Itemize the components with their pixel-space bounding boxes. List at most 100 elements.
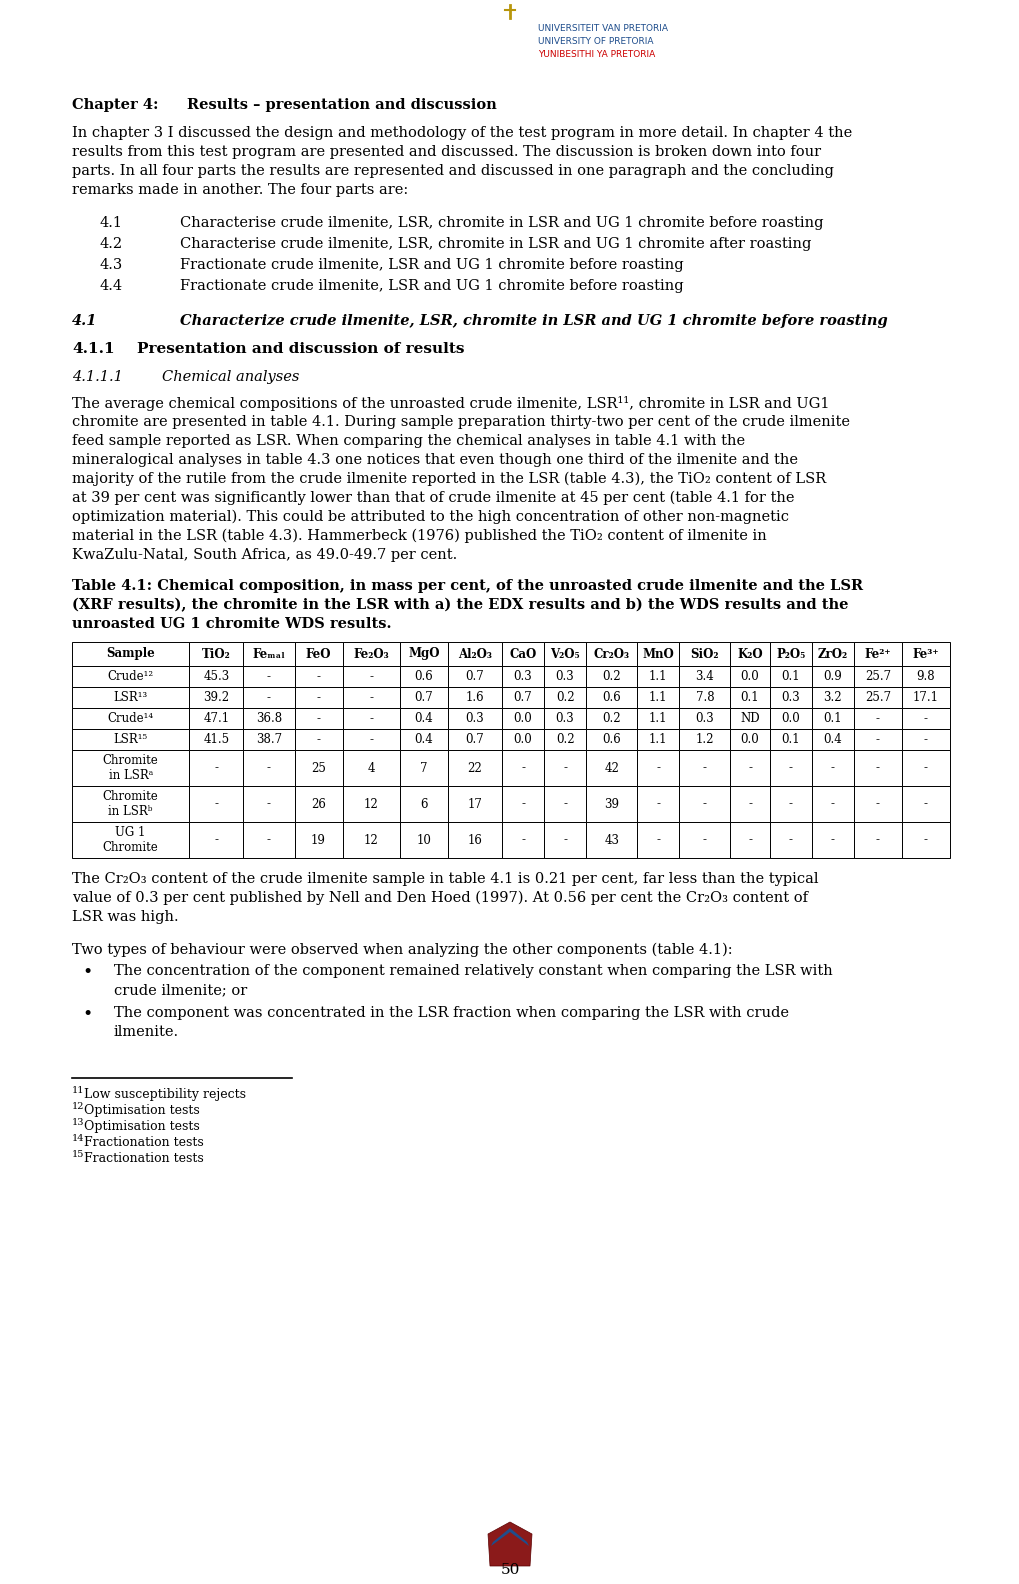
- Bar: [586, 786, 637, 822]
- Text: Sample: Sample: [106, 648, 155, 661]
- Bar: [901, 665, 949, 687]
- Text: Characterise crude ilmenite, LSR, chromite in LSR and UG 1 chromite before roast: Characterise crude ilmenite, LSR, chromi…: [179, 215, 822, 230]
- Text: -: -: [875, 762, 879, 775]
- Bar: [543, 708, 586, 729]
- Text: 12: 12: [364, 797, 378, 811]
- Text: Fractionation tests: Fractionation tests: [84, 1152, 204, 1164]
- Text: -: -: [747, 797, 751, 811]
- Text: Cr₂O₃: Cr₂O₃: [593, 648, 629, 661]
- Text: -: -: [369, 691, 373, 703]
- Text: Characterise crude ilmenite, LSR, chromite in LSR and UG 1 chromite after roasti: Characterise crude ilmenite, LSR, chromi…: [179, 238, 810, 250]
- Text: -: -: [829, 797, 834, 811]
- Bar: [679, 708, 730, 729]
- Text: (XRF results), the chromite in the LSR with a) the EDX results and b) the WDS re: (XRF results), the chromite in the LSR w…: [72, 599, 848, 611]
- Text: 4.1: 4.1: [72, 314, 97, 328]
- Bar: [768, 642, 811, 665]
- Bar: [637, 687, 679, 708]
- Text: -: -: [829, 762, 834, 775]
- Bar: [501, 642, 543, 665]
- Text: UNIVERSITY OF PRETORIA: UNIVERSITY OF PRETORIA: [537, 36, 653, 46]
- Bar: [543, 729, 586, 749]
- Text: Fractionate crude ilmenite, LSR and UG 1 chromite before roasting: Fractionate crude ilmenite, LSR and UG 1…: [179, 258, 683, 272]
- Text: -: -: [214, 833, 218, 846]
- Text: 38.7: 38.7: [256, 733, 281, 746]
- Bar: [730, 822, 768, 859]
- Text: SiO₂: SiO₂: [690, 648, 718, 661]
- Text: ilmenite.: ilmenite.: [114, 1025, 179, 1039]
- Text: remarks made in another. The four parts are:: remarks made in another. The four parts …: [72, 184, 408, 196]
- Text: 10: 10: [416, 833, 431, 846]
- Text: -: -: [923, 762, 927, 775]
- Bar: [501, 708, 543, 729]
- Text: -: -: [521, 762, 525, 775]
- Bar: [730, 708, 768, 729]
- Bar: [294, 642, 342, 665]
- Text: -: -: [316, 711, 320, 725]
- Bar: [543, 665, 586, 687]
- Text: mineralogical analyses in table 4.3 one notices that even though one third of th: mineralogical analyses in table 4.3 one …: [72, 453, 797, 467]
- Text: -: -: [923, 711, 927, 725]
- Text: -: -: [562, 797, 567, 811]
- Bar: [853, 729, 901, 749]
- Text: 45.3: 45.3: [203, 670, 229, 683]
- Text: UG 1
Chromite: UG 1 Chromite: [103, 825, 158, 854]
- Text: 39.2: 39.2: [203, 691, 229, 703]
- Bar: [342, 822, 399, 859]
- Bar: [501, 749, 543, 786]
- Bar: [586, 642, 637, 665]
- Text: 0.3: 0.3: [695, 711, 713, 725]
- Text: The concentration of the component remained relatively constant when comparing t: The concentration of the component remai…: [114, 965, 832, 977]
- Bar: [586, 708, 637, 729]
- Bar: [399, 786, 447, 822]
- Bar: [637, 642, 679, 665]
- Text: 0.7: 0.7: [414, 691, 433, 703]
- Bar: [342, 642, 399, 665]
- Text: 1.1: 1.1: [648, 733, 666, 746]
- Bar: [190, 665, 244, 687]
- Text: majority of the rutile from the crude ilmenite reported in the LSR (table 4.3), : majority of the rutile from the crude il…: [72, 472, 825, 486]
- Bar: [342, 786, 399, 822]
- Text: 4: 4: [367, 762, 375, 775]
- Text: -: -: [747, 833, 751, 846]
- Text: 3.4: 3.4: [695, 670, 713, 683]
- Bar: [637, 708, 679, 729]
- Bar: [399, 687, 447, 708]
- Bar: [853, 749, 901, 786]
- Bar: [447, 749, 501, 786]
- Text: 4.1.1: 4.1.1: [72, 342, 114, 356]
- Bar: [730, 642, 768, 665]
- Bar: [811, 786, 853, 822]
- Bar: [811, 665, 853, 687]
- Text: -: -: [655, 797, 659, 811]
- Bar: [637, 786, 679, 822]
- Text: •: •: [82, 1006, 92, 1023]
- Text: -: -: [369, 711, 373, 725]
- Text: -: -: [702, 833, 706, 846]
- Text: parts. In all four parts the results are represented and discussed in one paragr: parts. In all four parts the results are…: [72, 165, 834, 177]
- Text: LSR¹³: LSR¹³: [113, 691, 148, 703]
- Bar: [72, 665, 190, 687]
- Text: •: •: [82, 965, 92, 980]
- Text: UNIVERSITEIT VAN PRETORIA: UNIVERSITEIT VAN PRETORIA: [537, 24, 667, 33]
- Bar: [543, 749, 586, 786]
- Bar: [853, 665, 901, 687]
- Text: 17: 17: [467, 797, 482, 811]
- Bar: [72, 786, 190, 822]
- Bar: [586, 687, 637, 708]
- Polygon shape: [487, 1522, 532, 1567]
- Text: 0.2: 0.2: [602, 670, 621, 683]
- Bar: [730, 749, 768, 786]
- Text: 0.2: 0.2: [555, 691, 574, 703]
- Text: -: -: [655, 833, 659, 846]
- Bar: [342, 749, 399, 786]
- Bar: [342, 665, 399, 687]
- Text: The average chemical compositions of the unroasted crude ilmenite, LSR¹¹, chromi: The average chemical compositions of the…: [72, 396, 828, 410]
- Text: 1.1: 1.1: [648, 711, 666, 725]
- Bar: [679, 749, 730, 786]
- Bar: [244, 729, 294, 749]
- Bar: [501, 786, 543, 822]
- Text: -: -: [267, 670, 271, 683]
- Text: 4.3: 4.3: [100, 258, 123, 272]
- Text: Presentation and discussion of results: Presentation and discussion of results: [137, 342, 464, 356]
- Bar: [586, 749, 637, 786]
